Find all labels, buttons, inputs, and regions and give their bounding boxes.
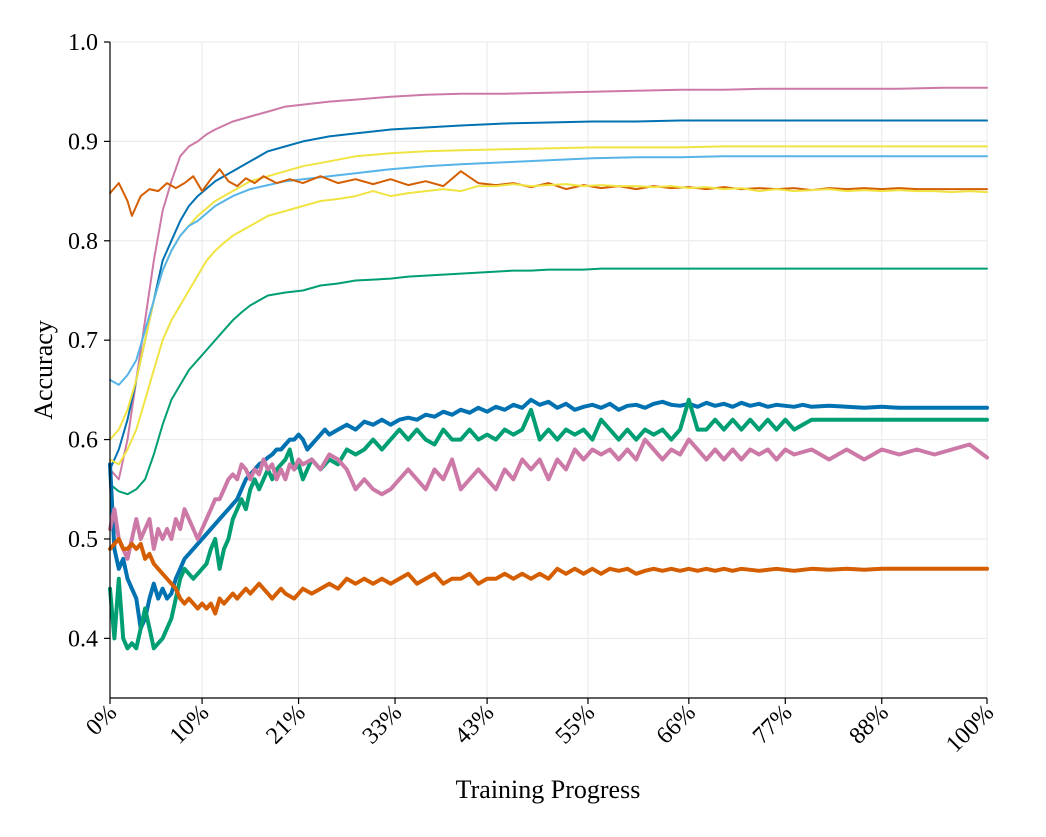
x-tick-label: 66% [652, 700, 701, 749]
series-line-pink-thick [108, 437, 989, 561]
series-line-green-thick [108, 397, 989, 651]
x-tick-label: 21% [261, 700, 310, 749]
series-line-pink-thin [109, 86, 988, 481]
x-axis-label: Training Progress [456, 775, 641, 804]
x-tick-label: 77% [748, 700, 797, 749]
y-tick-label: 0.8 [68, 229, 98, 255]
x-tick-label: 0% [81, 700, 122, 741]
series-line-blue-thin [109, 119, 988, 471]
x-tick-label: 55% [551, 700, 600, 749]
y-tick-label: 0.9 [68, 129, 98, 155]
tick-labels: 0.4 0.5 0.6 0.7 0.8 0.9 1.0 0% 10% 21% 33% 43% 55% 66… [68, 30, 999, 758]
x-tick-label: 10% [165, 700, 214, 749]
series-line-blue-thick [108, 397, 989, 631]
y-tick-label: 0.6 [68, 428, 98, 454]
x-tick-label: 33% [358, 700, 407, 749]
series-lines [108, 86, 989, 651]
grid [109, 41, 988, 698]
series-line-orange-thick [108, 537, 989, 616]
series-line-green-thin [109, 267, 988, 496]
series-line-yellow-lower [109, 183, 988, 466]
y-axis-label: Accuracy [29, 320, 58, 420]
y-tick-label: 0.5 [68, 527, 98, 553]
x-tick-label: 43% [450, 700, 499, 749]
axes [104, 41, 988, 704]
y-tick-label: 0.4 [68, 626, 98, 652]
y-tick-label: 1.0 [68, 30, 98, 56]
x-tick-label: 100% [941, 700, 999, 758]
y-tick-label: 0.7 [68, 328, 98, 354]
x-tick-label: 88% [845, 700, 894, 749]
